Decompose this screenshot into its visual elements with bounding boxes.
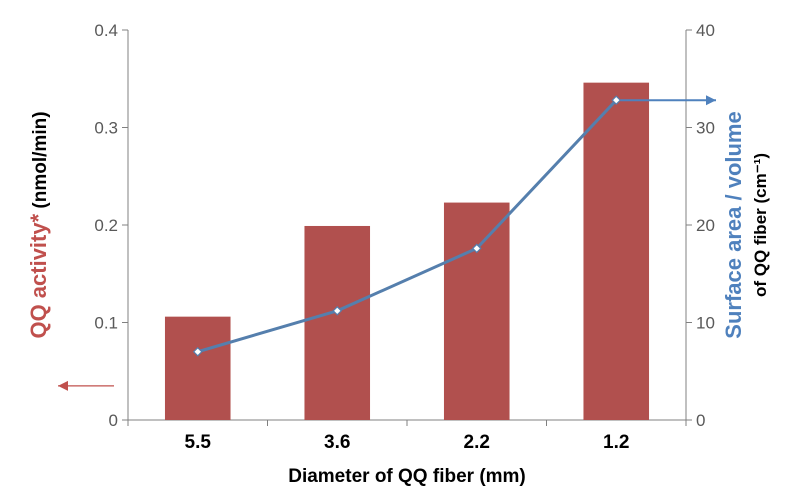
category-label: 2.2	[464, 432, 490, 453]
y-right-axis-label-1: Surface area / volume	[721, 111, 746, 338]
category-label: 1.2	[603, 432, 629, 453]
y-right-tick: 30	[696, 119, 715, 138]
x-axis-label: Diameter of QQ fiber (mm)	[288, 466, 526, 487]
y-left-tick: 0.3	[94, 119, 118, 138]
svg-text:QQ activity* (nmol/min): QQ activity* (nmol/min)	[26, 111, 51, 338]
bar	[165, 317, 231, 420]
y-left-axis-label: QQ activity* (nmol/min)	[26, 111, 51, 338]
right-arrow-head	[706, 95, 716, 105]
category-label: 5.5	[185, 432, 212, 453]
chart-svg: 0 0.1 0.2 0.3 0.4 0 10 20 30 40 5.5 3.6 2.2 1.2 Diamet…	[0, 0, 790, 500]
bar	[444, 203, 510, 420]
y-left-tick: 0.4	[94, 21, 118, 40]
y-left-tick: 0.1	[94, 314, 118, 333]
y-left-tick: 0	[109, 411, 118, 430]
category-label: 3.6	[324, 432, 350, 453]
chart-container: { "chart": { "type": "bar+line", "plot_b…	[0, 0, 790, 500]
bar	[304, 226, 370, 420]
y-left-tick: 0.2	[94, 216, 118, 235]
y-right-tick: 20	[696, 216, 715, 235]
y-right-tick: 40	[696, 21, 715, 40]
y-right-tick: 0	[696, 411, 705, 430]
left-arrow-head	[58, 381, 68, 391]
bar	[583, 83, 649, 420]
svg-text:Surface area / volume: Surface area / volume	[721, 111, 746, 338]
svg-text:of QQ fiber (cm⁻¹): of QQ fiber (cm⁻¹)	[751, 153, 770, 297]
y-right-tick: 10	[696, 314, 715, 333]
y-right-axis-label-2: of QQ fiber (cm⁻¹)	[751, 153, 770, 297]
